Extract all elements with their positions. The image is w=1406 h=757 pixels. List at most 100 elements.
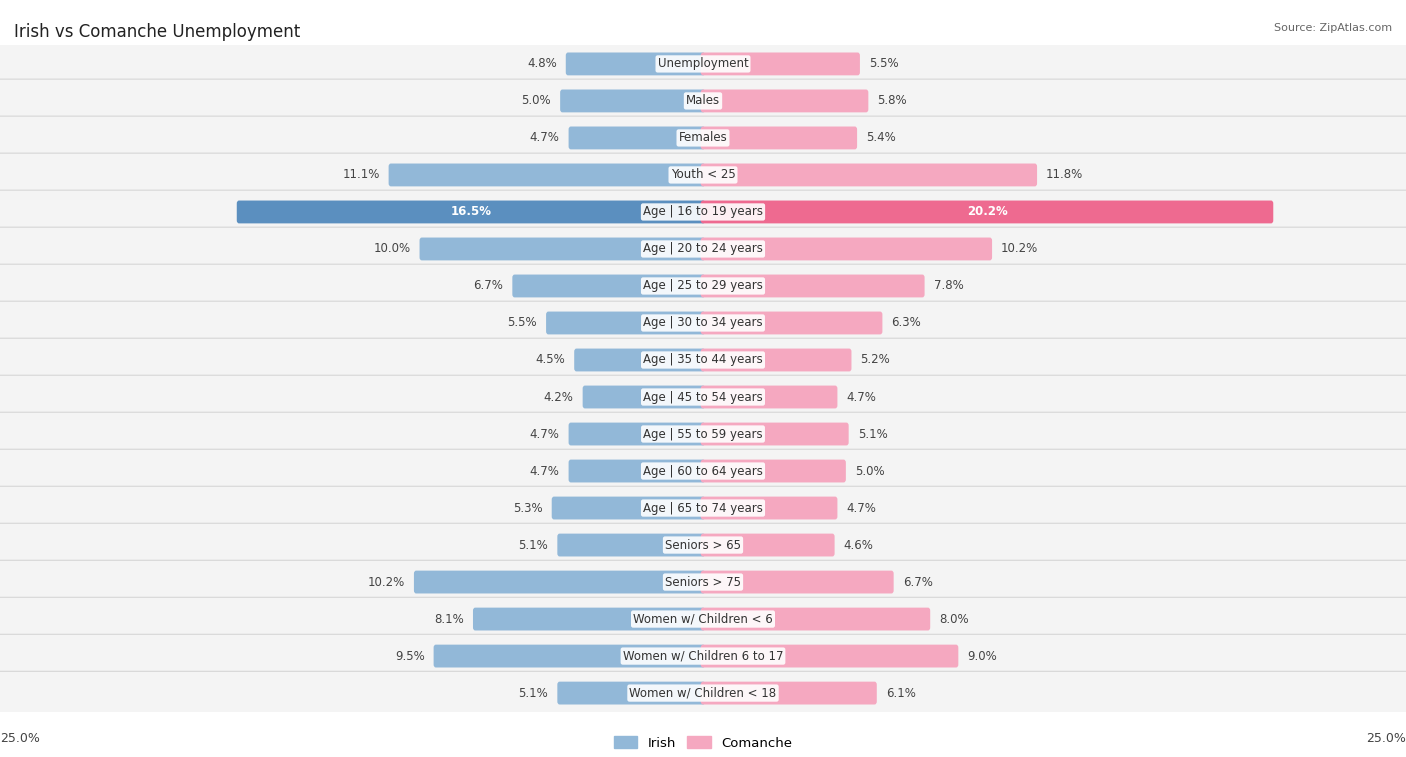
- Text: 4.7%: 4.7%: [530, 132, 560, 145]
- FancyBboxPatch shape: [0, 671, 1406, 715]
- Text: 6.3%: 6.3%: [891, 316, 921, 329]
- Text: Age | 16 to 19 years: Age | 16 to 19 years: [643, 205, 763, 219]
- FancyBboxPatch shape: [700, 497, 838, 519]
- Text: Women w/ Children < 6: Women w/ Children < 6: [633, 612, 773, 625]
- Text: Males: Males: [686, 95, 720, 107]
- FancyBboxPatch shape: [700, 348, 852, 372]
- Text: 16.5%: 16.5%: [450, 205, 492, 219]
- FancyBboxPatch shape: [0, 227, 1406, 271]
- Text: 5.1%: 5.1%: [519, 538, 548, 552]
- Text: 4.7%: 4.7%: [530, 428, 560, 441]
- FancyBboxPatch shape: [0, 375, 1406, 419]
- Text: 4.7%: 4.7%: [530, 465, 560, 478]
- Text: 4.2%: 4.2%: [544, 391, 574, 403]
- FancyBboxPatch shape: [0, 597, 1406, 641]
- Text: 5.3%: 5.3%: [513, 502, 543, 515]
- Text: 9.0%: 9.0%: [967, 650, 997, 662]
- FancyBboxPatch shape: [700, 681, 877, 705]
- Text: Age | 65 to 74 years: Age | 65 to 74 years: [643, 502, 763, 515]
- Text: Seniors > 75: Seniors > 75: [665, 575, 741, 588]
- Text: Youth < 25: Youth < 25: [671, 169, 735, 182]
- FancyBboxPatch shape: [0, 190, 1406, 234]
- FancyBboxPatch shape: [388, 164, 706, 186]
- Text: Age | 25 to 29 years: Age | 25 to 29 years: [643, 279, 763, 292]
- Text: Age | 35 to 44 years: Age | 35 to 44 years: [643, 354, 763, 366]
- FancyBboxPatch shape: [0, 412, 1406, 456]
- Text: 5.4%: 5.4%: [866, 132, 896, 145]
- FancyBboxPatch shape: [236, 201, 706, 223]
- FancyBboxPatch shape: [0, 338, 1406, 382]
- FancyBboxPatch shape: [419, 238, 706, 260]
- FancyBboxPatch shape: [546, 312, 706, 335]
- FancyBboxPatch shape: [551, 497, 706, 519]
- FancyBboxPatch shape: [0, 560, 1406, 604]
- FancyBboxPatch shape: [568, 422, 706, 445]
- FancyBboxPatch shape: [0, 523, 1406, 567]
- Text: 20.2%: 20.2%: [967, 205, 1007, 219]
- Text: 11.8%: 11.8%: [1046, 169, 1083, 182]
- FancyBboxPatch shape: [700, 608, 931, 631]
- Text: 5.0%: 5.0%: [522, 95, 551, 107]
- Text: Age | 20 to 24 years: Age | 20 to 24 years: [643, 242, 763, 255]
- FancyBboxPatch shape: [512, 275, 706, 298]
- Text: Seniors > 65: Seniors > 65: [665, 538, 741, 552]
- FancyBboxPatch shape: [700, 312, 883, 335]
- Text: Women w/ Children 6 to 17: Women w/ Children 6 to 17: [623, 650, 783, 662]
- Text: 4.5%: 4.5%: [536, 354, 565, 366]
- Text: 4.8%: 4.8%: [527, 58, 557, 70]
- Text: 5.5%: 5.5%: [508, 316, 537, 329]
- FancyBboxPatch shape: [700, 645, 959, 668]
- FancyBboxPatch shape: [433, 645, 706, 668]
- FancyBboxPatch shape: [700, 571, 894, 593]
- Text: Source: ZipAtlas.com: Source: ZipAtlas.com: [1274, 23, 1392, 33]
- FancyBboxPatch shape: [582, 385, 706, 409]
- FancyBboxPatch shape: [0, 116, 1406, 160]
- FancyBboxPatch shape: [568, 459, 706, 482]
- Text: 4.7%: 4.7%: [846, 391, 876, 403]
- Text: 6.1%: 6.1%: [886, 687, 915, 699]
- Text: 8.1%: 8.1%: [434, 612, 464, 625]
- FancyBboxPatch shape: [0, 634, 1406, 678]
- FancyBboxPatch shape: [574, 348, 706, 372]
- Text: Age | 45 to 54 years: Age | 45 to 54 years: [643, 391, 763, 403]
- FancyBboxPatch shape: [700, 422, 849, 445]
- FancyBboxPatch shape: [0, 79, 1406, 123]
- Text: 10.2%: 10.2%: [368, 575, 405, 588]
- Text: 7.8%: 7.8%: [934, 279, 963, 292]
- FancyBboxPatch shape: [0, 153, 1406, 197]
- FancyBboxPatch shape: [0, 486, 1406, 530]
- Text: 5.2%: 5.2%: [860, 354, 890, 366]
- Text: 4.6%: 4.6%: [844, 538, 873, 552]
- FancyBboxPatch shape: [565, 52, 706, 76]
- Text: 5.5%: 5.5%: [869, 58, 898, 70]
- Text: Irish vs Comanche Unemployment: Irish vs Comanche Unemployment: [14, 23, 301, 41]
- FancyBboxPatch shape: [700, 534, 835, 556]
- Text: Age | 55 to 59 years: Age | 55 to 59 years: [643, 428, 763, 441]
- Text: 5.1%: 5.1%: [858, 428, 887, 441]
- FancyBboxPatch shape: [700, 164, 1038, 186]
- FancyBboxPatch shape: [557, 534, 706, 556]
- Text: Unemployment: Unemployment: [658, 58, 748, 70]
- Text: 5.0%: 5.0%: [855, 465, 884, 478]
- FancyBboxPatch shape: [560, 89, 706, 112]
- Text: 8.0%: 8.0%: [939, 612, 969, 625]
- FancyBboxPatch shape: [700, 275, 925, 298]
- Text: Females: Females: [679, 132, 727, 145]
- Text: Age | 30 to 34 years: Age | 30 to 34 years: [643, 316, 763, 329]
- FancyBboxPatch shape: [0, 301, 1406, 345]
- FancyBboxPatch shape: [700, 238, 993, 260]
- FancyBboxPatch shape: [700, 201, 1274, 223]
- Text: 5.1%: 5.1%: [519, 687, 548, 699]
- Text: 25.0%: 25.0%: [0, 732, 39, 745]
- Legend: Irish, Comanche: Irish, Comanche: [609, 731, 797, 755]
- FancyBboxPatch shape: [0, 449, 1406, 493]
- FancyBboxPatch shape: [568, 126, 706, 149]
- Text: Women w/ Children < 18: Women w/ Children < 18: [630, 687, 776, 699]
- FancyBboxPatch shape: [700, 89, 869, 112]
- Text: 10.0%: 10.0%: [374, 242, 411, 255]
- FancyBboxPatch shape: [0, 42, 1406, 86]
- Text: 9.5%: 9.5%: [395, 650, 425, 662]
- FancyBboxPatch shape: [700, 126, 858, 149]
- FancyBboxPatch shape: [700, 52, 860, 76]
- Text: 25.0%: 25.0%: [1367, 732, 1406, 745]
